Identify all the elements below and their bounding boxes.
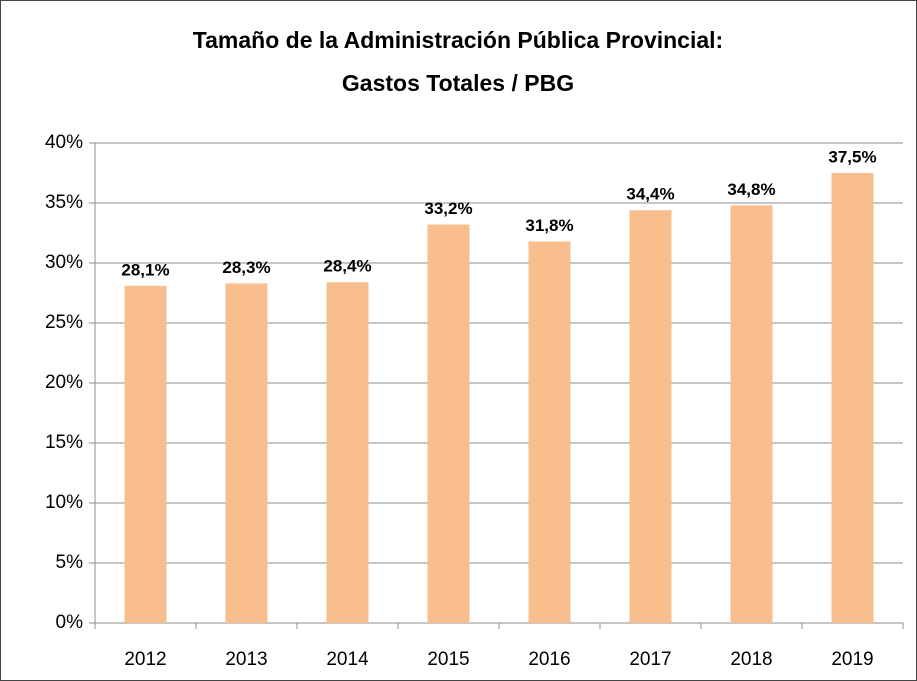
bar <box>326 282 369 623</box>
y-tick-label: 0% <box>56 612 84 633</box>
y-tick-label: 25% <box>45 312 83 333</box>
y-tick-label: 30% <box>45 252 83 273</box>
x-tick-label: 2014 <box>326 649 369 670</box>
x-tick-label: 2016 <box>528 649 570 670</box>
value-label: 28,4% <box>323 257 371 276</box>
y-tick-label: 40% <box>45 132 83 153</box>
chart-title: Tamaño de la Administración Pública Prov… <box>193 27 723 53</box>
bar <box>528 241 571 623</box>
bar <box>427 224 470 623</box>
value-label: 31,8% <box>525 216 573 235</box>
x-tick-label: 2013 <box>225 649 267 670</box>
bar <box>831 173 874 623</box>
value-label: 28,1% <box>121 260 169 279</box>
value-label: 34,4% <box>626 185 674 204</box>
x-tick-label: 2015 <box>427 649 469 670</box>
x-tick-label: 2017 <box>629 649 671 670</box>
value-label: 37,5% <box>828 147 876 166</box>
y-tick-label: 5% <box>56 552 84 573</box>
bar <box>225 283 268 623</box>
value-label: 33,2% <box>424 199 472 218</box>
y-tick-label: 15% <box>45 432 83 453</box>
x-tick-label: 2012 <box>124 649 166 670</box>
bar <box>629 210 672 623</box>
x-tick-label: 2018 <box>730 649 772 670</box>
y-tick-label: 20% <box>45 372 83 393</box>
value-label: 28,3% <box>222 258 270 277</box>
y-tick-label: 35% <box>45 192 83 213</box>
value-label: 34,8% <box>727 180 775 199</box>
bar <box>124 285 167 623</box>
bar <box>730 205 773 623</box>
y-tick-label: 10% <box>45 492 83 513</box>
x-tick-label: 2019 <box>831 649 873 670</box>
chart-title: Gastos Totales / PBG <box>342 70 574 96</box>
